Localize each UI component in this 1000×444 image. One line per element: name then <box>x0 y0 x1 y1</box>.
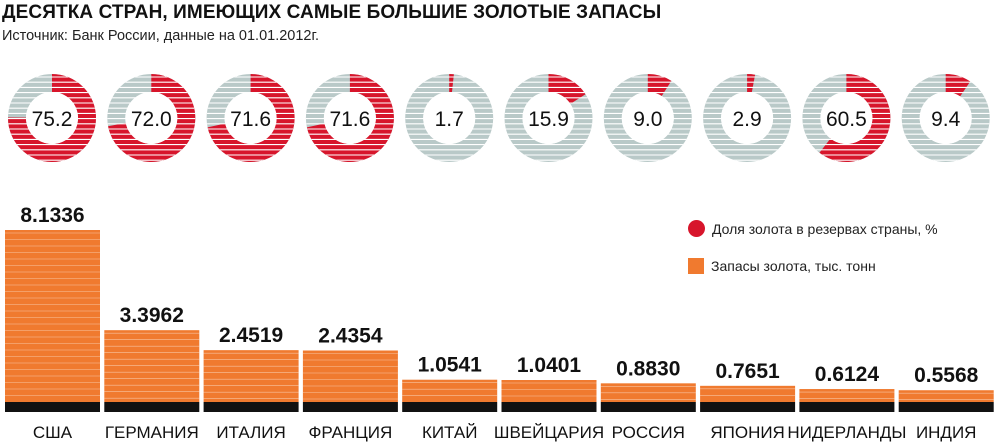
bar <box>104 330 200 402</box>
donut-hole <box>721 92 774 144</box>
legend-share: Доля золота в резервах страны, % <box>688 220 938 237</box>
category-label: США <box>33 423 73 442</box>
bar-group: 2.4519 ИТАЛИЯ <box>203 324 299 442</box>
bar-group: 1.0541 КИТАЙ <box>402 354 498 442</box>
bar-group: 0.8830 РОССИЯ <box>600 357 696 442</box>
donut-value-label: 60.5 <box>826 108 867 131</box>
bar-base <box>302 402 398 412</box>
bar <box>501 380 597 402</box>
donut: 9.4 <box>901 74 990 162</box>
donut: 15.9 <box>504 74 593 162</box>
category-label: РОССИЯ <box>612 423 685 442</box>
bar-base <box>799 402 895 412</box>
donut: 71.6 <box>305 74 394 162</box>
category-label: ШВЕЙЦАРИЯ <box>494 423 604 442</box>
donut-share-arc <box>647 74 672 97</box>
orange-square-icon <box>688 258 704 274</box>
donut: 60.5 <box>802 74 891 163</box>
category-label: КИТАЙ <box>422 423 478 442</box>
bar-group: 2.4354 ФРАНЦИЯ <box>302 324 398 442</box>
donut: 75.2 <box>8 74 97 162</box>
chart-title: ДЕСЯТКА СТРАН, ИМЕЮЩИХ САМЫЕ БОЛЬШИЕ ЗОЛ… <box>2 2 662 23</box>
bar-group: 3.3962 ГЕРМАНИЯ <box>104 304 200 442</box>
bar-value-label: 0.8830 <box>616 357 680 380</box>
bar-group: 0.5568 ИНДИЯ <box>898 364 994 442</box>
bar-group: 1.0401 ШВЕЙЦАРИЯ <box>494 354 604 442</box>
bar <box>700 385 796 402</box>
bar <box>402 379 498 402</box>
bar-value-label: 0.6124 <box>815 363 880 386</box>
bar-base <box>203 402 299 412</box>
bar-value-label: 0.5568 <box>914 364 979 387</box>
bar-base <box>5 402 100 412</box>
chart-source: Источник: Банк России, данные на 01.01.2… <box>2 28 320 44</box>
bar-group: 0.7651 ЯПОНИЯ <box>700 360 796 442</box>
category-label: ЯПОНИЯ <box>710 423 785 442</box>
donut: 9.0 <box>603 74 692 162</box>
donut: 1.7 <box>405 74 494 162</box>
legend-reserves: Запасы золота, тыс. тонн <box>688 258 876 274</box>
bar-base <box>898 402 994 412</box>
bar-value-label: 2.4354 <box>318 324 383 347</box>
donut-hole <box>26 92 78 144</box>
donut-share-arc <box>548 74 586 104</box>
donut-value-label: 71.6 <box>329 108 370 131</box>
donut-value-label: 15.9 <box>528 108 569 131</box>
bar-value-label: 0.7651 <box>715 360 780 383</box>
donut-hole <box>125 92 178 144</box>
donut-value-label: 72.0 <box>131 108 172 131</box>
donut-share-arc <box>306 74 394 162</box>
bar <box>203 350 299 402</box>
donut-share-arc <box>108 74 196 162</box>
donut-value-label: 75.2 <box>32 108 73 131</box>
category-label: ГЕРМАНИЯ <box>105 423 199 442</box>
donut: 71.6 <box>206 74 295 162</box>
donut-row: 75.2 72.0 71.6 71.6 1.7 15.9 9.0 2.9 60.5 9.4 <box>8 74 990 163</box>
donut-hole <box>423 92 476 144</box>
bar <box>898 390 994 402</box>
bar-value-label: 1.0541 <box>418 354 483 377</box>
bar <box>302 350 398 402</box>
bar-base <box>700 402 796 412</box>
bar-value-label: 2.4519 <box>219 324 283 347</box>
bar-group: 8.1336 США <box>5 204 100 442</box>
donut-hole <box>621 92 674 144</box>
category-label: ИНДИЯ <box>916 423 977 442</box>
bar-value-label: 3.3962 <box>120 304 184 327</box>
donut-share-arc <box>945 74 971 97</box>
legend-share-label: Доля золота в резервах страны, % <box>712 220 938 237</box>
donut-share-arc <box>207 74 295 162</box>
bar <box>799 389 895 402</box>
bar-base <box>104 402 200 412</box>
donut-value-label: 9.0 <box>633 108 662 131</box>
bar-base <box>402 402 498 412</box>
bar-row: 8.1336 США 3.3962 ГЕРМАНИЯ 2.4519 ИТАЛИЯ 2.435… <box>5 204 994 442</box>
red-dot-icon <box>688 220 705 237</box>
donut-hole <box>820 92 873 144</box>
donut-value-label: 2.9 <box>732 108 761 131</box>
bar-group: 0.6124 НИДЕРЛАНДЫ <box>787 363 906 442</box>
category-label: ФРАНЦИЯ <box>308 423 392 442</box>
donut-value-label: 1.7 <box>435 108 464 131</box>
donut-hole <box>919 92 972 144</box>
donut-share-arc <box>819 74 891 163</box>
donut-hole <box>323 92 376 144</box>
bar-base <box>600 402 696 412</box>
donut-value-label: 9.4 <box>931 108 961 131</box>
bar-value-label: 1.0401 <box>517 354 582 377</box>
donut-value-label: 71.6 <box>230 108 271 131</box>
category-label: ИТАЛИЯ <box>216 423 285 442</box>
donut-share-arc <box>8 74 97 162</box>
bar <box>5 230 100 402</box>
bar-base <box>501 402 597 412</box>
donut-hole <box>224 92 277 144</box>
category-label: НИДЕРЛАНДЫ <box>787 423 906 442</box>
donut: 2.9 <box>703 74 792 162</box>
bar-value-label: 8.1336 <box>20 204 84 227</box>
donut: 72.0 <box>107 74 196 162</box>
legend-reserves-label: Запасы золота, тыс. тонн <box>711 258 876 274</box>
donut-hole <box>522 92 575 144</box>
